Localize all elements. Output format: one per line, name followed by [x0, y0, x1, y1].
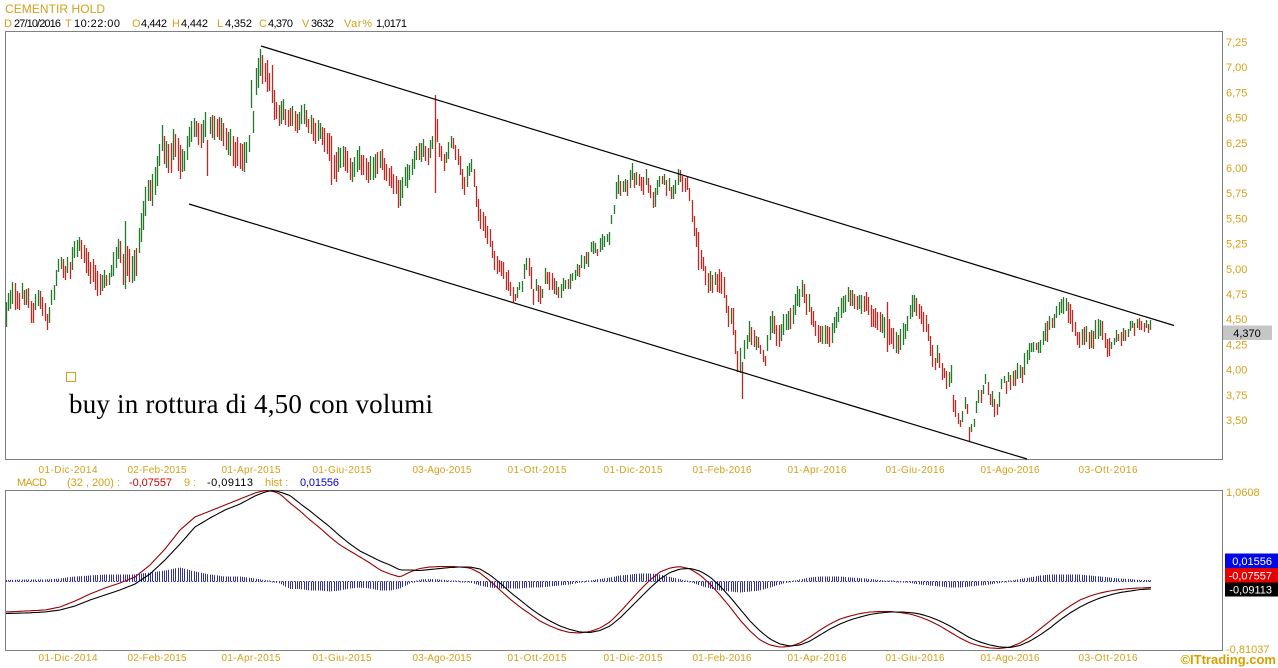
- svg-text:4,352: 4,352: [225, 18, 252, 30]
- svg-text:3,50: 3,50: [1226, 415, 1247, 427]
- svg-text:3,75: 3,75: [1226, 390, 1247, 402]
- svg-text:-0,07557: -0,07557: [1229, 571, 1272, 583]
- svg-text:4,75: 4,75: [1226, 289, 1247, 301]
- svg-text:9 :: 9 :: [184, 477, 196, 489]
- svg-text:6,50: 6,50: [1226, 113, 1247, 125]
- svg-text:4,442: 4,442: [181, 18, 208, 30]
- svg-text:5,75: 5,75: [1226, 188, 1247, 200]
- svg-text:01-Dic-2015: 01-Dic-2015: [604, 653, 663, 664]
- svg-text:02-Feb-2015: 02-Feb-2015: [128, 653, 187, 664]
- svg-text:MACD: MACD: [17, 477, 47, 489]
- svg-text:hist :: hist :: [265, 477, 288, 489]
- svg-text:CEMENTIR HOLD: CEMENTIR HOLD: [5, 2, 105, 16]
- svg-text:01-Ago-2016: 01-Ago-2016: [981, 465, 1040, 476]
- svg-text:01-Giu-2015: 01-Giu-2015: [313, 465, 372, 476]
- svg-text:01-Giu-2016: 01-Giu-2016: [886, 465, 945, 476]
- svg-text:01-Apr-2016: 01-Apr-2016: [788, 465, 847, 476]
- svg-text:C: C: [259, 18, 267, 30]
- svg-text:(32 , 200) :: (32 , 200) :: [67, 477, 120, 489]
- svg-text:-0,09113: -0,09113: [207, 477, 253, 489]
- svg-text:6,00: 6,00: [1226, 163, 1247, 175]
- svg-text:L: L: [217, 18, 223, 30]
- svg-text:4,00: 4,00: [1226, 365, 1247, 377]
- svg-text:4,50: 4,50: [1226, 314, 1247, 326]
- svg-text:01-Dic-2014: 01-Dic-2014: [39, 465, 98, 476]
- svg-text:4,370: 4,370: [268, 18, 293, 30]
- svg-text:0,01556: 0,01556: [1232, 556, 1272, 568]
- svg-text:D: D: [4, 18, 12, 30]
- svg-text:01-Ago-2016: 01-Ago-2016: [981, 653, 1040, 664]
- svg-text:6,25: 6,25: [1226, 138, 1247, 150]
- svg-text:1,0608: 1,0608: [1226, 487, 1260, 499]
- svg-text:03-Ott-2016: 03-Ott-2016: [1079, 465, 1138, 476]
- svg-text:O: O: [132, 18, 141, 30]
- svg-text:03-Ott-2016: 03-Ott-2016: [1079, 653, 1138, 664]
- svg-text:03-Ago-2015: 03-Ago-2015: [413, 465, 472, 476]
- svg-text:4,442: 4,442: [141, 18, 167, 30]
- svg-text:01-Ott-2015: 01-Ott-2015: [508, 653, 567, 664]
- svg-text:5,25: 5,25: [1226, 239, 1247, 251]
- svg-text:5,50: 5,50: [1226, 213, 1247, 225]
- svg-text:-0,81037: -0,81037: [1226, 644, 1269, 656]
- svg-text:01-Apr-2015: 01-Apr-2015: [222, 465, 281, 476]
- svg-text:27/10/2016: 27/10/2016: [14, 18, 61, 30]
- svg-text:01-Dic-2014: 01-Dic-2014: [39, 653, 98, 664]
- svg-text:01-Apr-2016: 01-Apr-2016: [788, 653, 847, 664]
- svg-text:01-Apr-2015: 01-Apr-2015: [222, 653, 281, 664]
- svg-text:4,370: 4,370: [1233, 328, 1261, 340]
- svg-text:©ITtrading.com: ©ITtrading.com: [1180, 652, 1276, 667]
- svg-text:02-Feb-2015: 02-Feb-2015: [128, 465, 187, 476]
- svg-text:01-Ott-2015: 01-Ott-2015: [508, 465, 567, 476]
- svg-text:10:22:00: 10:22:00: [74, 18, 120, 30]
- svg-text:-0,07557: -0,07557: [129, 477, 172, 489]
- svg-text:T: T: [65, 18, 72, 30]
- svg-text:01-Dic-2015: 01-Dic-2015: [604, 465, 663, 476]
- svg-text:7,25: 7,25: [1226, 37, 1247, 49]
- svg-text:01-Feb-2016: 01-Feb-2016: [693, 653, 752, 664]
- svg-text:0,01556: 0,01556: [300, 477, 339, 489]
- svg-text:H: H: [172, 18, 180, 30]
- svg-text:6,75: 6,75: [1226, 87, 1247, 99]
- svg-text:V: V: [302, 18, 310, 30]
- svg-text:03-Ago-2015: 03-Ago-2015: [413, 653, 472, 664]
- svg-text:01-Giu-2016: 01-Giu-2016: [886, 653, 945, 664]
- svg-text:-0,09113: -0,09113: [1229, 585, 1272, 597]
- svg-text:5,00: 5,00: [1226, 264, 1247, 276]
- svg-text:01-Giu-2015: 01-Giu-2015: [313, 653, 372, 664]
- svg-text:Var%: Var%: [344, 18, 372, 30]
- svg-text:4,25: 4,25: [1226, 339, 1247, 351]
- svg-text:3632: 3632: [311, 18, 334, 30]
- svg-text:buy in rottura di 4,50 con vol: buy in rottura di 4,50 con volumi: [69, 389, 433, 419]
- svg-text:7,00: 7,00: [1226, 62, 1247, 74]
- svg-text:01-Feb-2016: 01-Feb-2016: [693, 465, 752, 476]
- svg-text:1,0171: 1,0171: [376, 18, 407, 30]
